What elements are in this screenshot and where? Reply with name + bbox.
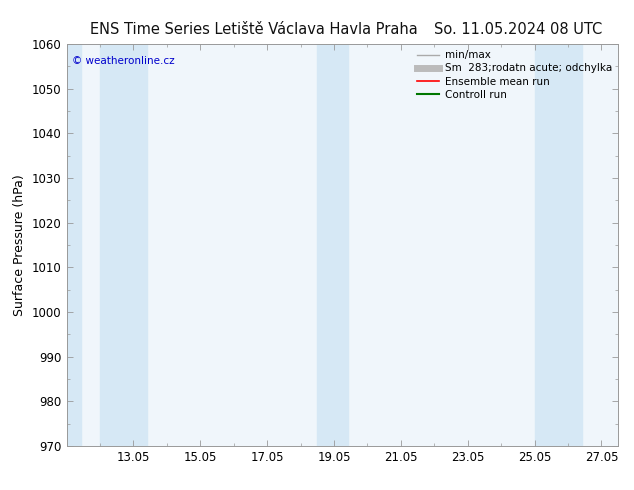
Bar bbox=[317, 44, 348, 446]
Text: © weatheronline.cz: © weatheronline.cz bbox=[72, 56, 175, 66]
Bar bbox=[67, 44, 81, 446]
Text: So. 11.05.2024 08 UTC: So. 11.05.2024 08 UTC bbox=[434, 22, 602, 37]
Text: ENS Time Series Letiště Václava Havla Praha: ENS Time Series Letiště Václava Havla Pr… bbox=[90, 22, 417, 37]
Legend: min/max, Sm  283;rodatn acute; odchylka, Ensemble mean run, Controll run: min/max, Sm 283;rodatn acute; odchylka, … bbox=[412, 46, 616, 104]
Bar bbox=[100, 44, 148, 446]
Y-axis label: Surface Pressure (hPa): Surface Pressure (hPa) bbox=[13, 174, 27, 316]
Bar bbox=[534, 44, 582, 446]
